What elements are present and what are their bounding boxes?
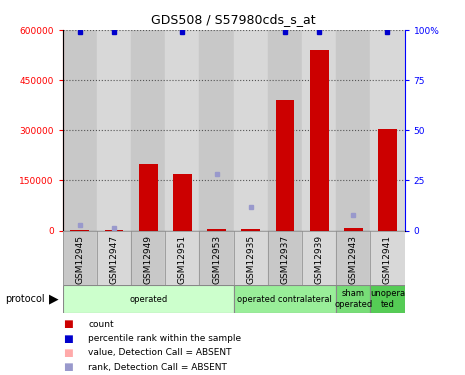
Bar: [63, 231, 97, 285]
Text: operated: operated: [129, 295, 167, 304]
Text: GSM12943: GSM12943: [349, 235, 358, 284]
Bar: [199, 30, 233, 231]
Text: ■: ■: [63, 334, 73, 344]
Text: GSM12941: GSM12941: [383, 235, 392, 284]
Text: unopera
ted: unopera ted: [370, 290, 405, 309]
Bar: [199, 231, 233, 285]
Text: GSM12935: GSM12935: [246, 235, 255, 284]
Bar: [241, 229, 260, 231]
Text: rank, Detection Call = ABSENT: rank, Detection Call = ABSENT: [88, 363, 227, 372]
Bar: [302, 30, 336, 231]
Bar: [71, 230, 89, 231]
Text: ■: ■: [63, 348, 73, 358]
Bar: [302, 231, 336, 285]
Bar: [276, 100, 294, 231]
Text: ■: ■: [63, 362, 73, 372]
Bar: [207, 229, 226, 231]
Bar: [139, 164, 158, 231]
Bar: [131, 231, 165, 285]
Text: GSM12953: GSM12953: [212, 235, 221, 284]
Bar: [336, 285, 370, 313]
Bar: [233, 30, 268, 231]
Text: GSM12951: GSM12951: [178, 235, 187, 284]
Bar: [378, 129, 397, 231]
Text: GSM12949: GSM12949: [144, 235, 153, 284]
Bar: [268, 231, 302, 285]
Bar: [97, 30, 131, 231]
Bar: [336, 30, 370, 231]
Text: operated contralateral: operated contralateral: [238, 295, 332, 304]
Bar: [63, 30, 97, 231]
Bar: [131, 30, 165, 231]
Text: GSM12945: GSM12945: [75, 235, 84, 284]
Bar: [97, 231, 131, 285]
Bar: [310, 50, 328, 231]
Bar: [173, 174, 192, 231]
Bar: [105, 230, 123, 231]
Bar: [344, 228, 363, 231]
Text: sham
operated: sham operated: [334, 290, 372, 309]
Text: count: count: [88, 320, 114, 329]
Text: value, Detection Call = ABSENT: value, Detection Call = ABSENT: [88, 348, 232, 357]
Text: GSM12939: GSM12939: [315, 235, 324, 284]
Title: GDS508 / S57980cds_s_at: GDS508 / S57980cds_s_at: [151, 13, 316, 26]
Bar: [63, 285, 233, 313]
Bar: [165, 231, 199, 285]
Text: ■: ■: [63, 320, 73, 329]
Bar: [233, 231, 268, 285]
Text: GSM12947: GSM12947: [110, 235, 119, 284]
Bar: [370, 231, 405, 285]
Bar: [370, 285, 405, 313]
Bar: [233, 285, 336, 313]
Text: GSM12937: GSM12937: [280, 235, 289, 284]
Bar: [370, 30, 405, 231]
Text: percentile rank within the sample: percentile rank within the sample: [88, 334, 241, 343]
Bar: [336, 231, 370, 285]
Bar: [165, 30, 199, 231]
Bar: [268, 30, 302, 231]
Text: ▶: ▶: [49, 292, 59, 306]
Text: protocol: protocol: [5, 294, 44, 304]
